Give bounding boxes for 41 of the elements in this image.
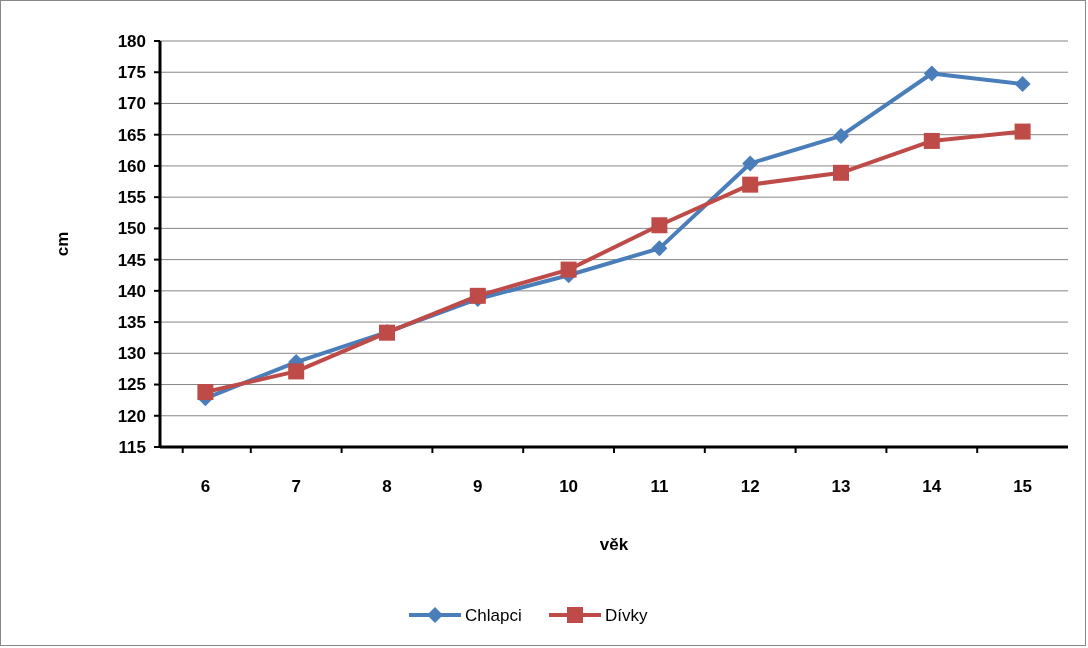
y-tick-label: 160	[117, 156, 146, 176]
point	[923, 65, 940, 82]
y-axis-title: cm	[53, 231, 72, 257]
x-tick-label: 10	[559, 477, 579, 496]
y-tick-label: 180	[117, 31, 146, 51]
point	[833, 164, 849, 181]
x-tick-label: 6	[200, 477, 211, 496]
y-tick-label: 150	[117, 219, 146, 239]
y-tick-label: 155	[117, 188, 146, 208]
x-tick-label: 9	[473, 477, 483, 496]
point	[742, 176, 759, 193]
x-tick-label: 7	[291, 477, 301, 496]
y-tick-label: 130	[117, 344, 146, 364]
legend-label: Chlapci	[465, 605, 522, 625]
y-tick-label: 115	[118, 437, 146, 457]
y-tick-label: 125	[117, 375, 146, 395]
x-tick-label: 11	[650, 477, 669, 496]
x-tick-label: 14	[922, 477, 942, 496]
x-tick-label: 12	[740, 477, 760, 496]
y-tick-label: 170	[117, 94, 146, 114]
point	[288, 363, 305, 380]
point	[923, 132, 940, 149]
y-tick-label: 175	[117, 63, 146, 83]
y-tick-label: 140	[117, 281, 146, 301]
point	[560, 261, 577, 278]
point	[742, 155, 759, 172]
point	[1014, 123, 1031, 140]
point	[1014, 76, 1031, 93]
x-tick-label: 15	[1013, 477, 1033, 496]
y-tick-label: 165	[117, 125, 146, 145]
point	[197, 384, 214, 401]
point	[833, 127, 849, 144]
y-tick-label: 145	[117, 250, 146, 270]
legend-label: Dívky	[605, 605, 648, 625]
point	[651, 240, 668, 257]
y-tick-label: 135	[117, 313, 146, 333]
x-tick-label: 8	[382, 477, 392, 496]
point	[651, 217, 668, 234]
y-tick-label: 120	[117, 406, 146, 426]
x-axis-title: věk	[599, 535, 629, 554]
x-tick-label: 13	[831, 477, 851, 496]
